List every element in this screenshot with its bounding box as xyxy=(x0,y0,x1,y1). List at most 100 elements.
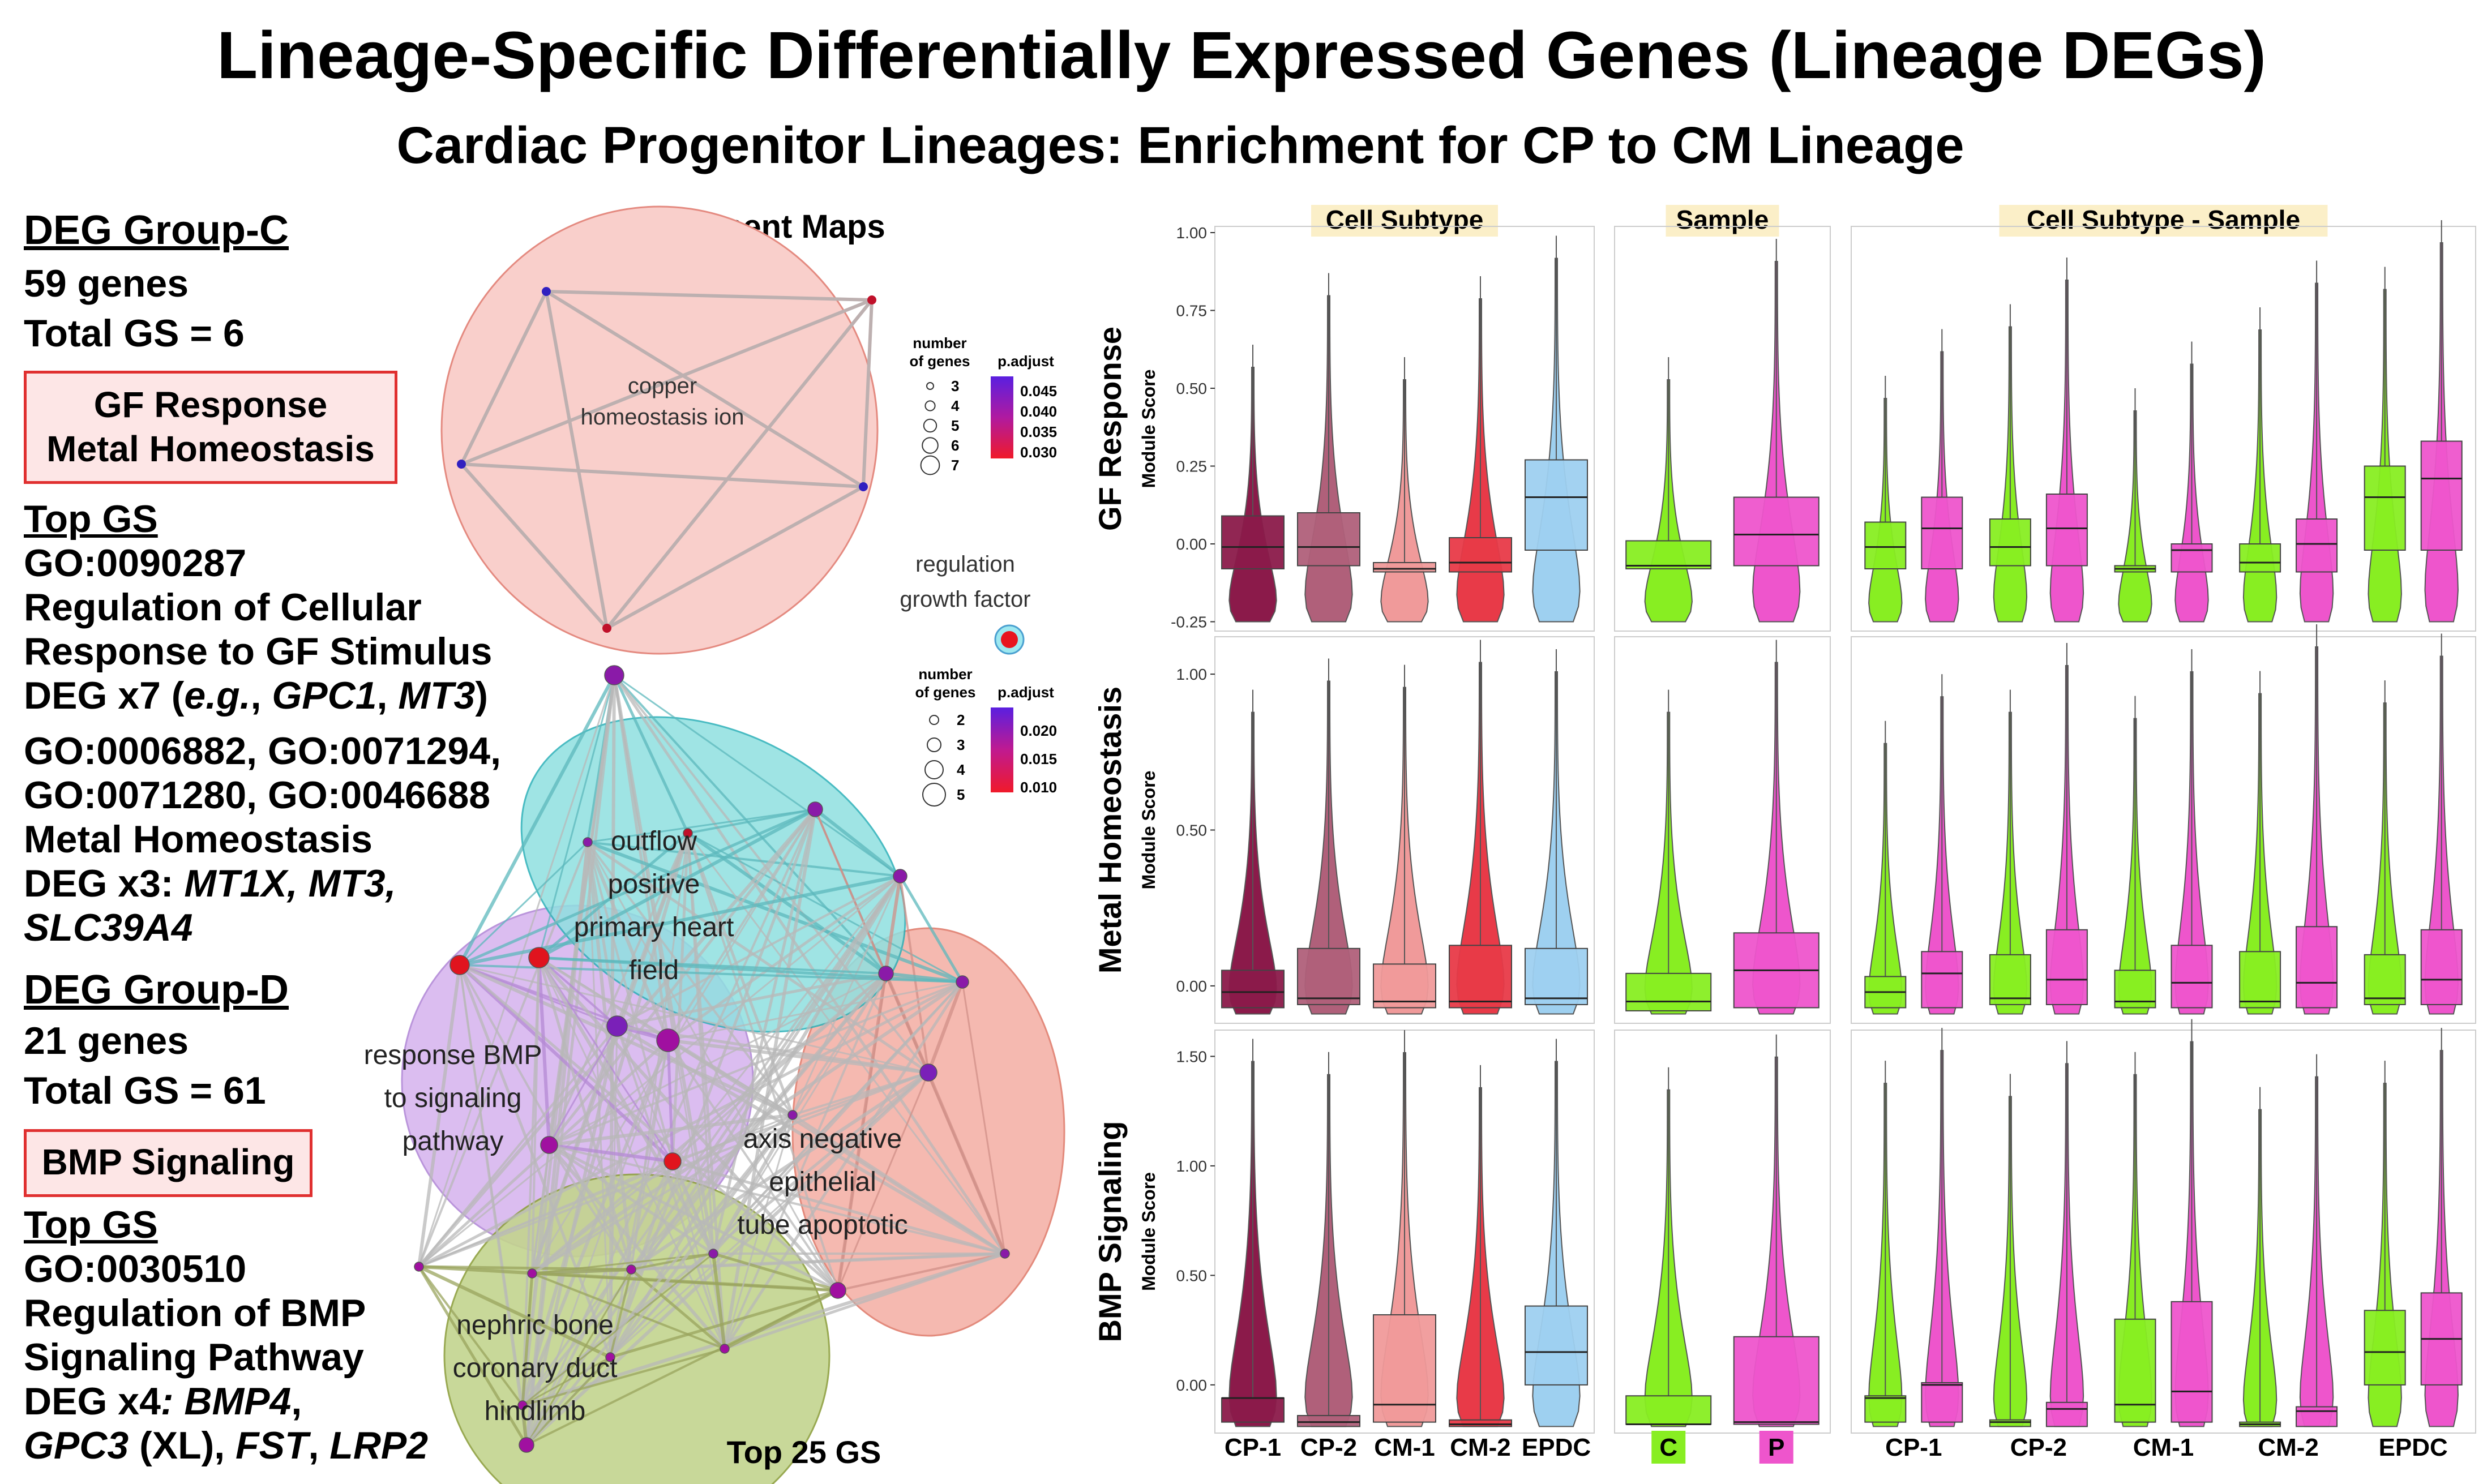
network-node xyxy=(540,1136,558,1154)
network-node xyxy=(663,1152,682,1170)
network-edge xyxy=(617,875,901,1027)
y-tick-label: 0.75 xyxy=(1176,302,1208,320)
nephric-cluster-label: nephric bone xyxy=(456,1310,614,1340)
y-tick-label: 1.50 xyxy=(1176,1048,1208,1065)
y-tick-label: 0.00 xyxy=(1176,1376,1208,1394)
box-body xyxy=(2171,1301,2213,1423)
legend-size-value: 4 xyxy=(951,397,960,414)
network-edge xyxy=(418,875,901,1268)
legend-color-bar xyxy=(991,707,1013,792)
y-axis-label: Module Score xyxy=(1138,1172,1159,1291)
network-edge xyxy=(522,1348,725,1406)
network-edge xyxy=(927,981,964,1074)
box-body xyxy=(2296,1406,2338,1427)
network-node xyxy=(414,1262,424,1272)
legend-size-title: of genes xyxy=(915,684,976,701)
network-node xyxy=(542,287,551,296)
box-body xyxy=(1989,954,2031,1005)
regulation-node xyxy=(1001,631,1018,648)
box-body xyxy=(1733,496,1820,567)
network-edge xyxy=(723,809,817,1349)
group-c-go-ids: GO:0071280, GO:0046688 xyxy=(24,774,491,817)
network-edge xyxy=(630,1268,726,1350)
box-body xyxy=(2045,929,2088,1005)
legend-size-value: 5 xyxy=(951,417,959,434)
y-axis-label: Module Score xyxy=(1138,370,1159,488)
network-node xyxy=(919,1063,937,1082)
network-edge xyxy=(531,972,887,1275)
network-edge xyxy=(537,957,633,1270)
network-edge xyxy=(666,1040,674,1162)
group-d-go-id: GO:0030510 xyxy=(24,1247,247,1290)
network-edge xyxy=(613,674,690,834)
outflow-cluster-label: outflow xyxy=(611,826,697,856)
group-c-top-gs: Top GS xyxy=(24,497,158,541)
network-edge xyxy=(418,1265,632,1271)
network-edge xyxy=(898,875,964,983)
group-c-go-ids: GO:0006882, GO:0071294, xyxy=(24,730,501,773)
network-edge xyxy=(459,964,839,1292)
network-node xyxy=(583,837,593,847)
x-tick-label: CM-1 xyxy=(2133,1434,2194,1461)
network-node xyxy=(878,966,894,981)
network-edge xyxy=(837,1253,1005,1292)
network-edge xyxy=(418,1025,618,1268)
network-edge xyxy=(521,1273,534,1406)
network-node xyxy=(1000,1249,1010,1259)
y-tick-label: 1.00 xyxy=(1176,666,1208,683)
group-d-go-deg: GPC3 (XL), FST, LRP2 xyxy=(24,1424,429,1467)
group-c-heading: DEG Group-C xyxy=(24,208,289,253)
network-edge xyxy=(667,1039,929,1074)
network-edge xyxy=(630,1071,930,1271)
column-header-bg xyxy=(1311,205,1498,237)
legend-size-value: 3 xyxy=(951,378,959,394)
group-d-heading: DEG Group-D xyxy=(24,967,289,1013)
network-node xyxy=(527,1268,537,1279)
network-edge xyxy=(548,833,689,1146)
network-edge xyxy=(610,1289,838,1359)
outflow-cluster-label: positive xyxy=(608,869,700,899)
group-c-go-id: GO:0090287 xyxy=(24,542,247,585)
legend-size-value: 6 xyxy=(951,437,959,454)
row-label: BMP Signaling xyxy=(1098,1121,1128,1343)
network-edge xyxy=(521,957,540,1406)
network-edge xyxy=(667,874,901,1042)
legend-size-circle xyxy=(922,783,946,807)
network-node xyxy=(859,482,868,491)
group-c-go-name: Response to GF Stimulus xyxy=(24,630,493,673)
box-body xyxy=(1449,945,1512,1009)
legend-size-circle xyxy=(927,737,941,752)
network-edge xyxy=(548,1143,839,1292)
network-edge xyxy=(586,842,619,1027)
network-edge xyxy=(791,972,887,1116)
network-edge xyxy=(712,809,817,1254)
network-node xyxy=(867,295,876,304)
box-body xyxy=(2045,1401,2088,1427)
facet-panel xyxy=(1614,1030,1831,1434)
network-node xyxy=(457,460,466,469)
x-tick-label: P xyxy=(1768,1434,1784,1461)
group-c-genes: 59 genes xyxy=(24,262,189,305)
box-body xyxy=(2364,1310,2406,1386)
group-d-go-name: Regulation of BMP xyxy=(24,1292,366,1335)
network-edge xyxy=(548,1144,632,1271)
network-edge xyxy=(687,808,816,834)
y-tick-label: 0.25 xyxy=(1176,458,1208,475)
network-edge xyxy=(459,808,816,967)
bmp-cluster-label: response BMP xyxy=(364,1040,542,1070)
network-node xyxy=(720,1344,730,1354)
network-edge xyxy=(532,1272,725,1350)
legend-size-value: 5 xyxy=(957,786,965,803)
group-c-go-name: Metal Homeostasis xyxy=(24,818,373,861)
group-c-total-gs: Total GS = 6 xyxy=(24,312,245,355)
group-d-go-name: Signaling Pathway xyxy=(24,1336,364,1379)
y-tick-label: 0.50 xyxy=(1176,1267,1208,1284)
legend-size-circle xyxy=(924,400,936,411)
legend-size-value: 7 xyxy=(951,457,959,474)
network-edge xyxy=(587,808,816,843)
legend-size-title: of genes xyxy=(910,353,970,370)
facet-panel xyxy=(1851,636,2476,1024)
box-body xyxy=(2420,440,2463,551)
network-edge xyxy=(418,1265,611,1359)
network-edge xyxy=(712,1253,726,1349)
